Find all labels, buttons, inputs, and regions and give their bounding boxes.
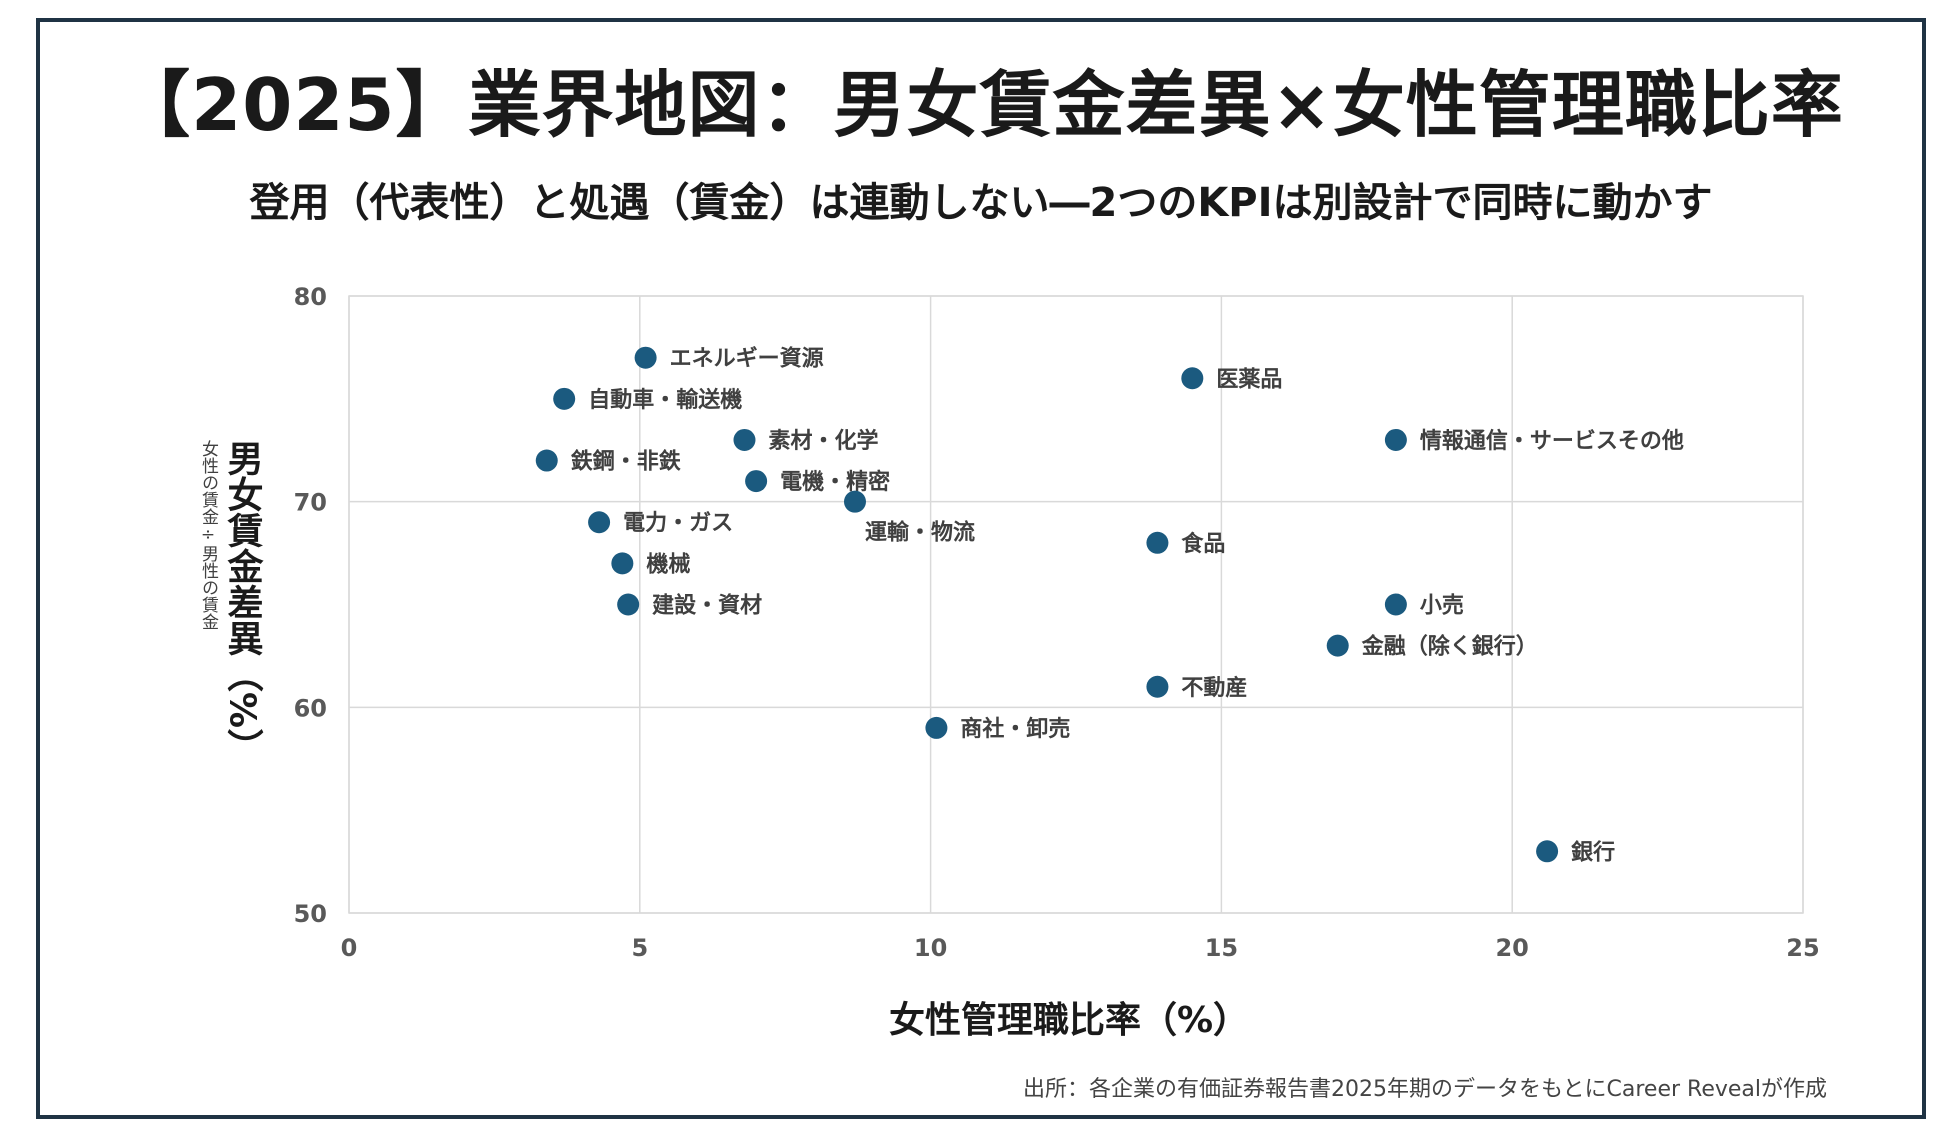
x-tick-label: 10 — [914, 934, 947, 962]
data-label: 医薬品 — [1216, 367, 1282, 392]
data-point — [1181, 367, 1204, 390]
y-tick-label: 80 — [294, 283, 327, 311]
chart-frame: 【2025】業界地図：男女賃金差異×女性管理職比率 登用（代表性）と処遇（賃金）… — [36, 18, 1926, 1119]
x-tick-label: 5 — [631, 934, 648, 962]
data-point — [733, 428, 756, 451]
chart-title: 【2025】業界地図：男女賃金差異×女性管理職比率 — [118, 63, 1844, 147]
data-label: 電力・ガス — [623, 511, 733, 536]
data-label: 鉄鋼・非鉄 — [571, 449, 681, 475]
data-point — [617, 593, 640, 616]
tick-layer: 0 5 10 15 20 25 50 60 70 80 — [294, 283, 1820, 962]
x-tick-label: 20 — [1495, 934, 1528, 962]
data-point — [1536, 840, 1559, 863]
data-label: 小売 — [1420, 593, 1464, 619]
data-point — [1326, 634, 1349, 657]
data-label: 食品 — [1181, 531, 1225, 557]
data-label: 不動産 — [1181, 675, 1247, 701]
y-axis-title: 男女賃金差異（%） — [222, 440, 265, 764]
data-point — [634, 346, 657, 369]
data-label: 金融（除く銀行） — [1361, 634, 1538, 660]
data-point — [1146, 675, 1169, 698]
data-label: 機械 — [646, 552, 690, 577]
data-point — [1384, 428, 1407, 451]
x-tick-label: 25 — [1786, 934, 1819, 962]
x-axis-title: 女性管理職比率（%） — [889, 1000, 1249, 1041]
data-point — [553, 387, 576, 410]
data-label: 商社・卸売 — [960, 716, 1070, 742]
grid-layer — [348, 295, 1804, 914]
data-label: 電機・精密 — [780, 469, 890, 495]
data-label: 建設・資材 — [652, 593, 762, 619]
y-axis-note: 女性の賃金÷男性の賃金 — [198, 440, 219, 630]
data-point — [588, 511, 611, 534]
data-point — [925, 716, 948, 739]
data-label: エネルギー資源 — [670, 346, 824, 372]
data-label: 運輸・物流 — [865, 520, 975, 546]
data-label: 情報通信・サービスその他 — [1420, 428, 1684, 454]
chart-subtitle: 登用（代表性）と処遇（賃金）は連動しない―2つのKPIは別設計で同時に動かす — [249, 180, 1713, 226]
data-label: 自動車・輸送機 — [588, 387, 742, 413]
data-point — [1146, 531, 1169, 554]
y-tick-label: 50 — [294, 900, 327, 928]
data-point — [611, 552, 634, 575]
source-note: 出所：各企業の有価証券報告書2025年期のデータをもとにCareer Revea… — [1022, 1077, 1827, 1102]
data-point — [745, 470, 768, 493]
x-tick-label: 0 — [341, 934, 358, 962]
x-tick-label: 15 — [1205, 934, 1238, 962]
y-tick-label: 70 — [294, 489, 327, 517]
data-label: 銀行 — [1571, 839, 1615, 865]
y-tick-label: 60 — [294, 694, 327, 722]
data-point — [843, 490, 866, 513]
data-point — [535, 449, 558, 472]
data-label: 素材・化学 — [768, 428, 878, 454]
data-point — [1384, 593, 1407, 616]
